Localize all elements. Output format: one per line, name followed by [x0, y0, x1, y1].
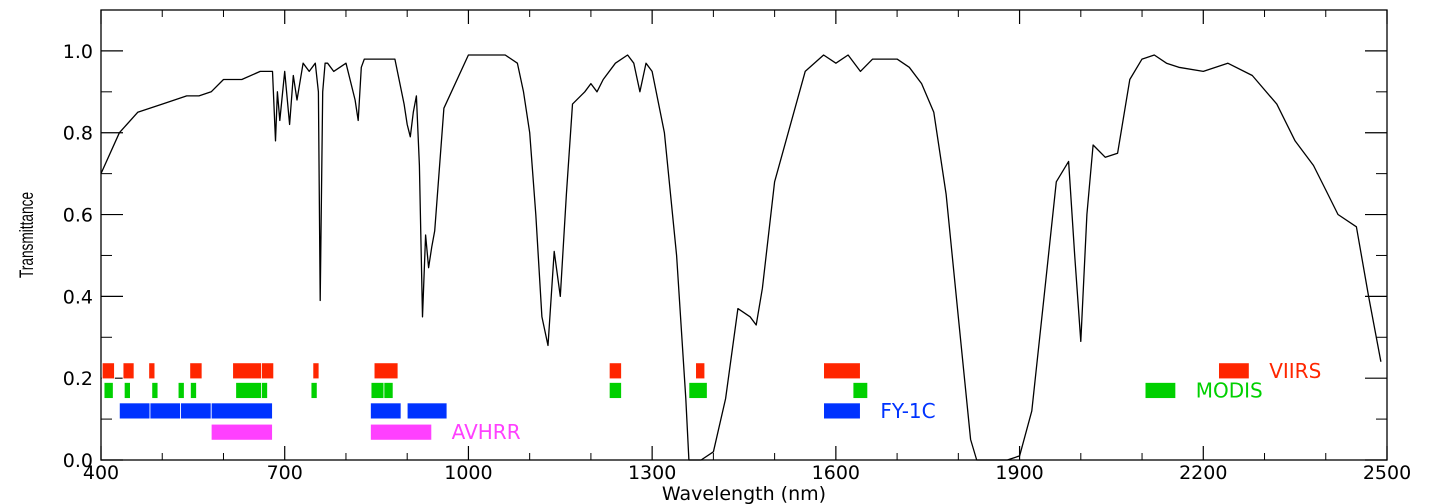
band-bar-modis: [852, 382, 869, 399]
band-bar-modis: [1144, 382, 1177, 399]
axis-ticks: 400 700 1000 1300 1600 1900 2200 2500 0.0 0.2 0.4 0…: [63, 9, 1411, 484]
x-tick-label: 700: [267, 462, 303, 484]
band-bar-viirs: [1218, 362, 1250, 380]
y-axis-title: Transmittance: [16, 192, 38, 278]
band-bar-viirs: [122, 362, 135, 380]
band-bar-viirs: [232, 362, 263, 380]
band-bar-fy-1c: [823, 402, 861, 420]
band-bar-modis: [261, 382, 268, 399]
band-bar-viirs: [189, 362, 203, 380]
band-bar-fy-1c: [406, 402, 448, 420]
transmittance-line: [100, 54, 1382, 461]
plot-frame: [100, 9, 1388, 461]
band-bar-viirs: [101, 362, 115, 380]
band-bar-modis: [177, 382, 185, 399]
x-tick-label: 2500: [1363, 462, 1411, 484]
band-bar-modis: [608, 382, 622, 399]
band-bar-modis: [688, 382, 708, 399]
x-tick-label: 1600: [812, 462, 860, 484]
series-lines: [100, 54, 1382, 461]
x-axis-title: Wavelength (nm): [662, 483, 826, 504]
band-bar-viirs: [823, 362, 861, 380]
band-bar-avhrr: [370, 423, 433, 441]
band-bar-fy-1c: [180, 402, 212, 420]
x-tick-label: 1300: [628, 462, 676, 484]
band-bar-modis: [123, 382, 131, 399]
x-tick-label: 400: [83, 462, 119, 484]
band-bar-modis: [190, 382, 197, 399]
y-tick-label: 0.4: [63, 286, 93, 308]
band-label-avhrr: AVHRR: [452, 420, 521, 444]
band-bar-viirs: [608, 362, 622, 380]
band-bar-viirs: [312, 362, 320, 380]
band-bar-fy-1c: [149, 402, 182, 420]
band-bar-fy-1c: [118, 402, 151, 420]
x-tick-label: 1000: [444, 462, 492, 484]
band-bar-fy-1c: [210, 402, 273, 420]
band-bar-viirs: [261, 362, 275, 380]
x-tick-label: 1900: [995, 462, 1043, 484]
y-tick-label: 0.6: [63, 205, 93, 227]
band-label-modis: MODIS: [1196, 378, 1263, 402]
band-bar-modis: [151, 382, 159, 399]
y-tick-label: 1.0: [63, 41, 93, 63]
band-bar-fy-1c: [370, 402, 402, 420]
band-bar-modis: [103, 382, 114, 399]
band-bar-viirs: [373, 362, 399, 380]
y-tick-label: 0.0: [63, 450, 93, 472]
band-bar-viirs: [695, 362, 706, 380]
band-label-viirs: VIIRS: [1269, 359, 1321, 383]
instrument-bands: [101, 362, 1250, 441]
band-bar-modis: [383, 382, 394, 399]
band-label-fy-1c: FY-1C: [880, 399, 935, 423]
band-bar-viirs: [148, 362, 156, 380]
x-tick-label: 2200: [1179, 462, 1227, 484]
y-tick-label: 0.8: [63, 123, 93, 145]
y-tick-label: 0.2: [63, 368, 93, 390]
band-bar-modis: [310, 382, 318, 399]
band-bar-avhrr: [210, 423, 273, 441]
